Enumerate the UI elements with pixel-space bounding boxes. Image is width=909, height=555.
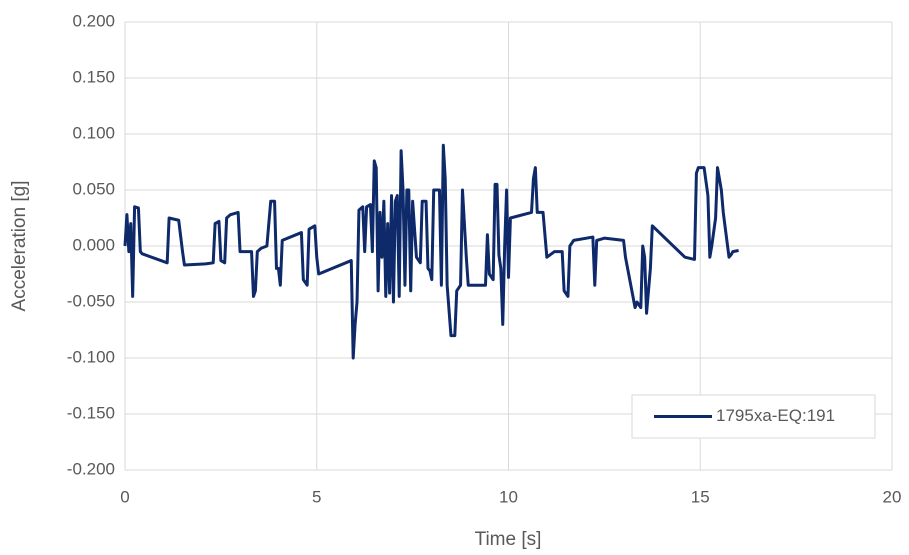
y-tick-label: 0.150 [72, 67, 115, 86]
x-tick-label: 10 [499, 487, 518, 506]
x-tick-label: 20 [883, 487, 902, 506]
y-tick-label: 0.050 [72, 179, 115, 198]
y-tick-label: -0.200 [67, 459, 115, 478]
y-tick-label: 0.100 [72, 123, 115, 142]
legend-label: 1795xa-EQ:191 [716, 406, 835, 425]
x-tick-label: 5 [312, 487, 321, 506]
data-line [123, 143, 739, 360]
y-tick-label: -0.150 [67, 403, 115, 422]
x-tick-label: 15 [691, 487, 710, 506]
x-axis-label: Time [s] [475, 529, 542, 550]
x-tick-label: 0 [120, 487, 129, 506]
y-tick-label: -0.050 [67, 291, 115, 310]
y-tick-label: -0.100 [67, 347, 115, 366]
y-tick-label: 0.000 [72, 235, 115, 254]
y-tick-label: 0.200 [72, 11, 115, 30]
y-axis-label: Acceleration [g] [9, 181, 30, 312]
